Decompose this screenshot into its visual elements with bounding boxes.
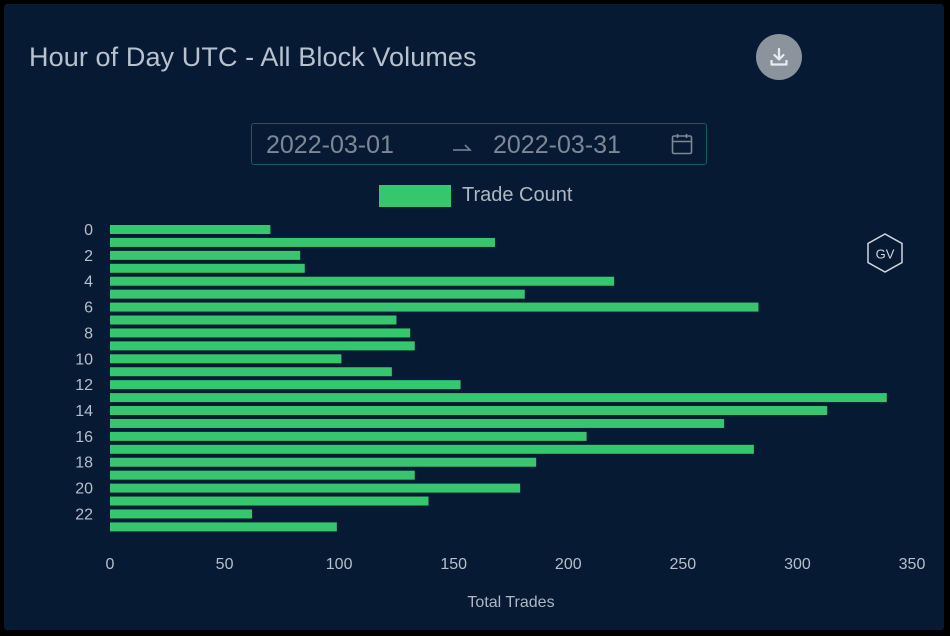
bar-hour-8 — [110, 328, 411, 338]
legend-label: Trade Count — [462, 184, 573, 206]
x-tick-label: 50 — [216, 556, 234, 573]
bar-hour-1 — [110, 237, 495, 247]
chart-title: Hour of Day UTC - All Block Volumes — [29, 42, 477, 72]
bar-hour-23 — [110, 522, 337, 532]
bar-hour-15 — [110, 418, 725, 428]
x-tick-label: 350 — [899, 556, 926, 573]
y-tick-label: 16 — [75, 429, 93, 446]
bar-hour-6 — [110, 302, 759, 312]
y-tick-label: 6 — [84, 300, 93, 317]
x-tick-label: 200 — [555, 556, 582, 573]
x-tick-label: 250 — [670, 556, 697, 573]
download-button[interactable] — [756, 34, 802, 80]
bar-hour-12 — [110, 380, 461, 390]
range-arrow-icon — [453, 144, 472, 151]
bar-hour-16 — [110, 431, 587, 441]
x-tick-label: 100 — [326, 556, 353, 573]
date-end-input[interactable]: 2022-03-31 — [493, 131, 621, 159]
y-tick-label: 14 — [75, 403, 93, 420]
bar-hour-21 — [110, 496, 429, 506]
bar-hour-17 — [110, 444, 754, 454]
bar-hour-0 — [110, 225, 271, 234]
gv-logo-text: GV — [876, 247, 895, 262]
bar-hour-19 — [110, 470, 415, 480]
download-icon — [770, 47, 788, 66]
chart-legend[interactable]: Trade Count — [379, 184, 572, 207]
calendar-icon[interactable] — [670, 132, 694, 156]
y-tick-label: 20 — [75, 481, 93, 498]
bar-hour-9 — [110, 341, 415, 351]
bar-hour-14 — [110, 406, 828, 416]
bar-hour-2 — [110, 250, 301, 260]
bar-hour-11 — [110, 367, 392, 377]
legend-swatch — [379, 184, 451, 207]
gv-logo-icon: GV — [867, 233, 903, 273]
bar-hour-18 — [110, 457, 537, 467]
y-tick-label: 8 — [84, 325, 93, 342]
bar-chart: 0 2 4 6 8 10 12 14 16 18 20 22 0 50 100 150 200 250 300 350… — [75, 222, 926, 611]
chart-panel: Hour of Day UTC - All Block Volumes 2022… — [4, 4, 944, 630]
y-tick-label: 0 — [84, 222, 93, 239]
date-start-input[interactable]: 2022-03-01 — [266, 131, 394, 159]
date-range-picker[interactable]: 2022-03-01 2022-03-31 — [251, 123, 707, 165]
bar-hour-10 — [110, 354, 342, 364]
y-tick-label: 2 — [84, 248, 93, 265]
bar-hour-13 — [110, 393, 887, 403]
x-tick-label: 300 — [784, 556, 811, 573]
bar-hour-5 — [110, 289, 525, 299]
bar-hour-4 — [110, 276, 615, 286]
y-tick-label: 22 — [75, 506, 93, 523]
x-axis-title: Total Trades — [467, 594, 554, 611]
bar-hour-20 — [110, 483, 521, 493]
y-tick-label: 18 — [75, 455, 93, 472]
bar-hour-3 — [110, 263, 305, 273]
bar-hour-7 — [110, 315, 397, 325]
y-tick-label: 12 — [75, 377, 93, 394]
y-tick-label: 10 — [75, 351, 93, 368]
x-tick-label: 150 — [440, 556, 467, 573]
y-tick-label: 4 — [84, 274, 93, 291]
bar-hour-22 — [110, 509, 253, 519]
x-tick-label: 0 — [106, 556, 115, 573]
